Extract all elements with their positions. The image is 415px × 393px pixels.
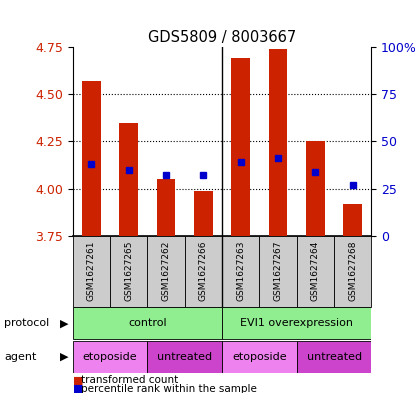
Text: percentile rank within the sample: percentile rank within the sample bbox=[81, 384, 257, 393]
Bar bbox=[222, 307, 371, 339]
Text: GSM1627264: GSM1627264 bbox=[311, 241, 320, 301]
Text: ▶: ▶ bbox=[60, 318, 68, 328]
Bar bbox=[73, 307, 222, 339]
Text: protocol: protocol bbox=[4, 318, 49, 328]
Text: GSM1627265: GSM1627265 bbox=[124, 241, 133, 301]
Text: untreated: untreated bbox=[157, 352, 212, 362]
Text: GSM1627263: GSM1627263 bbox=[236, 241, 245, 301]
Text: untreated: untreated bbox=[307, 352, 361, 362]
Text: GSM1627266: GSM1627266 bbox=[199, 241, 208, 301]
Text: ■: ■ bbox=[73, 375, 83, 386]
Bar bbox=[297, 236, 334, 307]
Bar bbox=[82, 81, 101, 236]
Bar bbox=[73, 236, 110, 307]
Bar bbox=[110, 236, 147, 307]
Bar bbox=[120, 123, 138, 236]
Title: GDS5809 / 8003667: GDS5809 / 8003667 bbox=[148, 29, 296, 44]
Text: control: control bbox=[128, 318, 167, 328]
Text: GSM1627261: GSM1627261 bbox=[87, 241, 96, 301]
Bar bbox=[147, 341, 222, 373]
Bar bbox=[73, 341, 147, 373]
Bar bbox=[269, 49, 288, 236]
Text: ■: ■ bbox=[73, 384, 83, 393]
Bar bbox=[222, 341, 297, 373]
Bar bbox=[194, 191, 213, 236]
Text: ▶: ▶ bbox=[60, 352, 68, 362]
Bar bbox=[334, 236, 371, 307]
Text: GSM1627267: GSM1627267 bbox=[273, 241, 283, 301]
Text: EVI1 overexpression: EVI1 overexpression bbox=[240, 318, 353, 328]
Text: agent: agent bbox=[4, 352, 37, 362]
Text: GSM1627268: GSM1627268 bbox=[348, 241, 357, 301]
Bar bbox=[185, 236, 222, 307]
Text: GSM1627262: GSM1627262 bbox=[161, 241, 171, 301]
Text: etoposide: etoposide bbox=[232, 352, 287, 362]
Bar bbox=[259, 236, 297, 307]
Text: etoposide: etoposide bbox=[83, 352, 137, 362]
Bar bbox=[297, 341, 371, 373]
Bar bbox=[344, 204, 362, 236]
Bar bbox=[222, 236, 259, 307]
Bar bbox=[147, 236, 185, 307]
Bar bbox=[232, 59, 250, 236]
Text: transformed count: transformed count bbox=[81, 375, 178, 386]
Bar bbox=[306, 141, 325, 236]
Bar bbox=[157, 179, 176, 236]
